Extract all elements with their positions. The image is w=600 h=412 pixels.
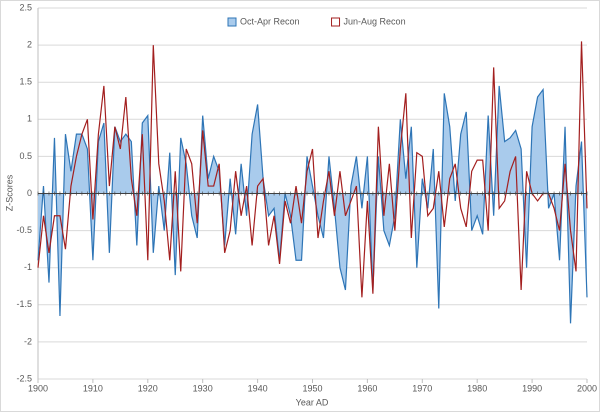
line (37, 41, 588, 298)
y-tick-label: -0.5 (16, 225, 32, 235)
legend-swatch (227, 17, 237, 27)
y-tick-label: 0.5 (19, 151, 32, 161)
x-tick-label: 1970 (412, 383, 432, 393)
x-tick-label: 1900 (28, 383, 48, 393)
x-tick-label: 1960 (357, 383, 377, 393)
y-tick-label: 0 (27, 188, 32, 198)
y-tick-label: -2.5 (16, 373, 32, 383)
legend-label: Jun-Aug Recon (344, 16, 406, 26)
x-tick-label: 1910 (83, 383, 103, 393)
legend-label: Oct-Apr Recon (240, 16, 300, 26)
y-axis-title: Z-Scores (4, 174, 14, 211)
x-tick-label: 1990 (522, 383, 542, 393)
y-tick-label: 1 (27, 114, 32, 124)
y-tick-label: 1.5 (19, 77, 32, 87)
x-tick-label: 2000 (577, 383, 597, 393)
x-tick-label: 1950 (302, 383, 322, 393)
x-tick-label: 1930 (193, 383, 213, 393)
y-tick-label: -1 (24, 262, 32, 272)
y-tick-label: -1.5 (16, 299, 32, 309)
x-tick-label: 1940 (248, 383, 268, 393)
y-tick-label: 2 (27, 39, 32, 49)
y-tick-label: -2 (24, 336, 32, 346)
x-tick-label: 1920 (138, 383, 158, 393)
y-tick-label: 2.5 (19, 2, 32, 12)
x-tick-label: 1980 (467, 383, 487, 393)
legend-swatch (331, 17, 341, 27)
area-outline (37, 85, 588, 324)
x-axis-title: Year AD (296, 397, 329, 407)
